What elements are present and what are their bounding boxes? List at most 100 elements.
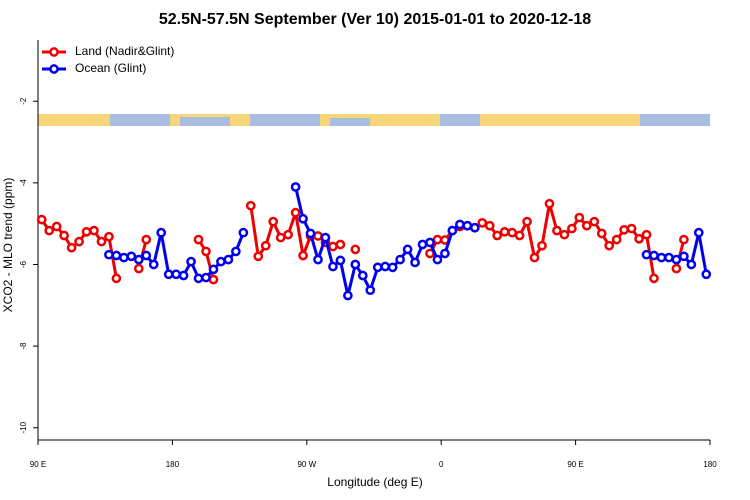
data-point: [223, 254, 234, 265]
data-point: [171, 269, 181, 280]
data-point: [298, 213, 308, 224]
data-point: [462, 220, 473, 231]
data-point: [156, 227, 167, 238]
x-tick-label: 90 W: [297, 460, 316, 469]
data-point: [89, 225, 99, 236]
data-point: [335, 239, 346, 250]
data-point: [201, 246, 211, 257]
data-point: [126, 251, 137, 262]
data-point: [208, 264, 219, 275]
data-point: [656, 252, 667, 263]
data-point: [104, 231, 114, 242]
data-point: [447, 225, 458, 236]
data-point: [537, 240, 547, 251]
data-point: [51, 221, 62, 232]
data-point: [328, 261, 338, 272]
data-point: [499, 226, 510, 237]
data-point: [492, 230, 503, 241]
legend-marker: [49, 64, 59, 74]
data-point: [626, 223, 637, 234]
data-point: [111, 250, 122, 261]
data-point: [679, 234, 689, 245]
legend-label: Land (Nadir&Glint): [75, 44, 174, 58]
data-point: [193, 273, 204, 284]
data-point: [186, 256, 196, 267]
data-point: [216, 256, 226, 267]
data-point: [567, 223, 577, 234]
data-point: [231, 246, 241, 257]
data-point: [641, 229, 652, 240]
data-point: [141, 234, 152, 245]
data-point: [611, 234, 622, 245]
y-tick-label: -2: [19, 97, 28, 105]
y-tick-label: -8: [19, 342, 28, 350]
data-point: [649, 250, 659, 261]
data-point: [552, 225, 562, 236]
data-point: [96, 236, 107, 247]
legend-label: Ocean (Glint): [75, 61, 146, 75]
x-axis-label: Longitude (deg E): [327, 475, 422, 489]
data-point: [74, 236, 84, 247]
data-point: [178, 270, 189, 281]
data-point: [596, 228, 607, 239]
y-tick-label: -6: [19, 260, 28, 268]
data-point: [581, 220, 592, 231]
data-point: [679, 251, 689, 262]
data-point: [328, 241, 338, 252]
data-point: [305, 228, 316, 239]
data-point: [664, 252, 674, 263]
data-point: [522, 216, 532, 227]
data-point: [133, 254, 144, 265]
data-point: [604, 240, 615, 251]
data-point: [66, 242, 77, 253]
data-point: [372, 262, 383, 273]
data-point: [410, 257, 420, 268]
data-point: [574, 212, 585, 223]
data-point: [484, 220, 495, 231]
data-point: [275, 232, 286, 243]
data-point: [559, 229, 570, 240]
x-tick-label: 180: [703, 460, 717, 469]
x-tick-label: 90 E: [30, 460, 46, 469]
data-point: [693, 227, 704, 238]
data-point: [290, 207, 301, 218]
data-point: [350, 244, 361, 255]
y-tick-label: -10: [19, 421, 28, 433]
chart-title: 52.5N-57.5N September (Ver 10) 2015-01-0…: [159, 11, 591, 28]
data-point: [193, 234, 204, 245]
y-axis-label: XCO2 - MLO trend (ppm): [1, 178, 15, 313]
data-point: [357, 270, 368, 281]
data-point: [36, 214, 47, 225]
legend-marker: [49, 47, 59, 57]
x-tick-label: 0: [439, 460, 444, 469]
data-point: [335, 255, 346, 266]
data-point: [619, 224, 629, 235]
data-point: [163, 269, 174, 280]
data-point: [290, 182, 301, 192]
data-point: [432, 254, 443, 265]
map-strip: [38, 114, 710, 126]
data-point: [253, 251, 264, 262]
x-tick-label: 90 E: [567, 460, 583, 469]
data-point: [119, 252, 129, 263]
data-point: [283, 229, 293, 240]
data-point: [133, 263, 144, 274]
data-point: [402, 244, 413, 255]
data-point: [641, 249, 652, 260]
data-point: [141, 250, 152, 261]
data-point: [440, 248, 450, 259]
data-point: [417, 239, 428, 250]
data-point: [455, 219, 465, 230]
data-point: [313, 254, 323, 265]
data-point: [432, 234, 443, 245]
data-point: [313, 231, 323, 241]
data-point: [671, 254, 682, 265]
data-point: [380, 261, 391, 272]
data-point: [320, 232, 331, 243]
data-point: [245, 200, 256, 211]
data-point: [507, 227, 517, 238]
data-point: [425, 237, 435, 248]
data-point: [298, 250, 308, 261]
